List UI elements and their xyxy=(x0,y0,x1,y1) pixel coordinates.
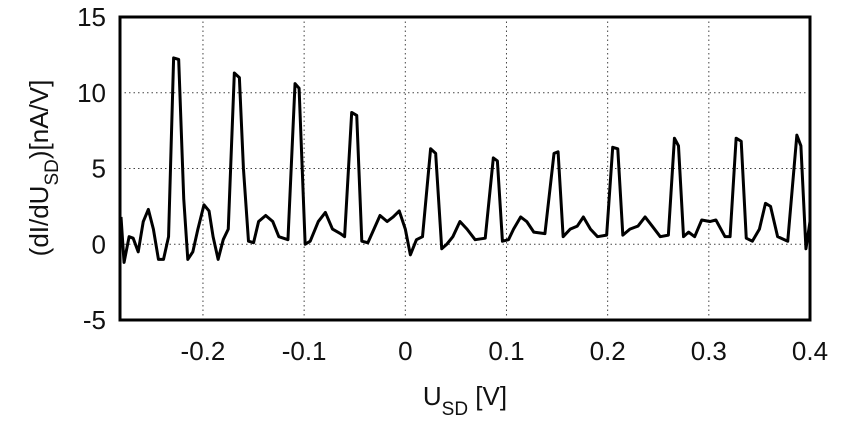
x-tick-label: -0.1 xyxy=(282,336,327,366)
x-axis-label: USD [V] xyxy=(423,381,507,420)
x-tick-label: -0.2 xyxy=(181,336,226,366)
y-tick-label: 5 xyxy=(92,154,106,184)
y-tick-label: 0 xyxy=(92,229,106,259)
y-axis-label: (dI/dUSD)[nA/V] xyxy=(24,80,63,257)
x-label-main: U xyxy=(423,381,442,411)
y-tick-label: 10 xyxy=(77,78,106,108)
x-tick-label: 0.4 xyxy=(792,336,828,366)
y-label-main: (dI/dU xyxy=(24,186,54,257)
data-line xyxy=(120,56,810,264)
y-tick-label: 15 xyxy=(77,2,106,32)
x-tick-label: 0.1 xyxy=(488,336,524,366)
x-tick-label: 0 xyxy=(398,336,412,366)
x-label-rest: [V] xyxy=(468,381,507,411)
y-label-sub: SD xyxy=(42,159,63,185)
x-tick-label: 0.2 xyxy=(590,336,626,366)
y-label-rest: )[nA/V] xyxy=(24,80,54,159)
plot-frame xyxy=(118,15,812,322)
x-label-sub: SD xyxy=(442,399,468,420)
x-tick-label: 0.3 xyxy=(691,336,727,366)
y-tick-label: -5 xyxy=(83,305,106,335)
